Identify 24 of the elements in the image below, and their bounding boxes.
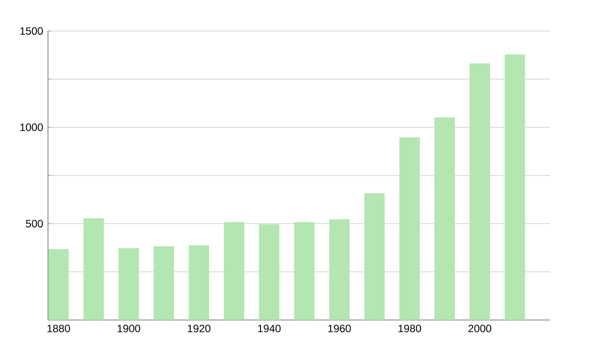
- bar: [504, 54, 526, 320]
- bar: [48, 249, 69, 320]
- bar: [224, 222, 244, 320]
- bar: [294, 222, 314, 320]
- bar: [154, 246, 174, 320]
- bar: [83, 218, 104, 320]
- x-tick-label: 1940: [258, 324, 281, 332]
- x-tick-label: 1920: [188, 324, 210, 332]
- y-tick-label: 1000: [20, 124, 43, 132]
- bar: [258, 224, 280, 320]
- x-tick-label: 2000: [468, 324, 492, 332]
- x-tick-label: 1960: [328, 324, 351, 332]
- x-tick-label: 1880: [47, 324, 70, 332]
- bar: [470, 63, 490, 320]
- bar: [399, 137, 420, 320]
- bar: [434, 117, 455, 320]
- bar: [188, 245, 210, 320]
- bar: [329, 219, 350, 320]
- y-tick-label: 1500: [20, 27, 43, 35]
- x-tick-label: 1980: [398, 324, 422, 332]
- y-tick-label: 500: [26, 220, 43, 228]
- bar: [118, 248, 139, 320]
- x-tick-label: 1900: [118, 324, 140, 332]
- bar: [364, 193, 385, 320]
